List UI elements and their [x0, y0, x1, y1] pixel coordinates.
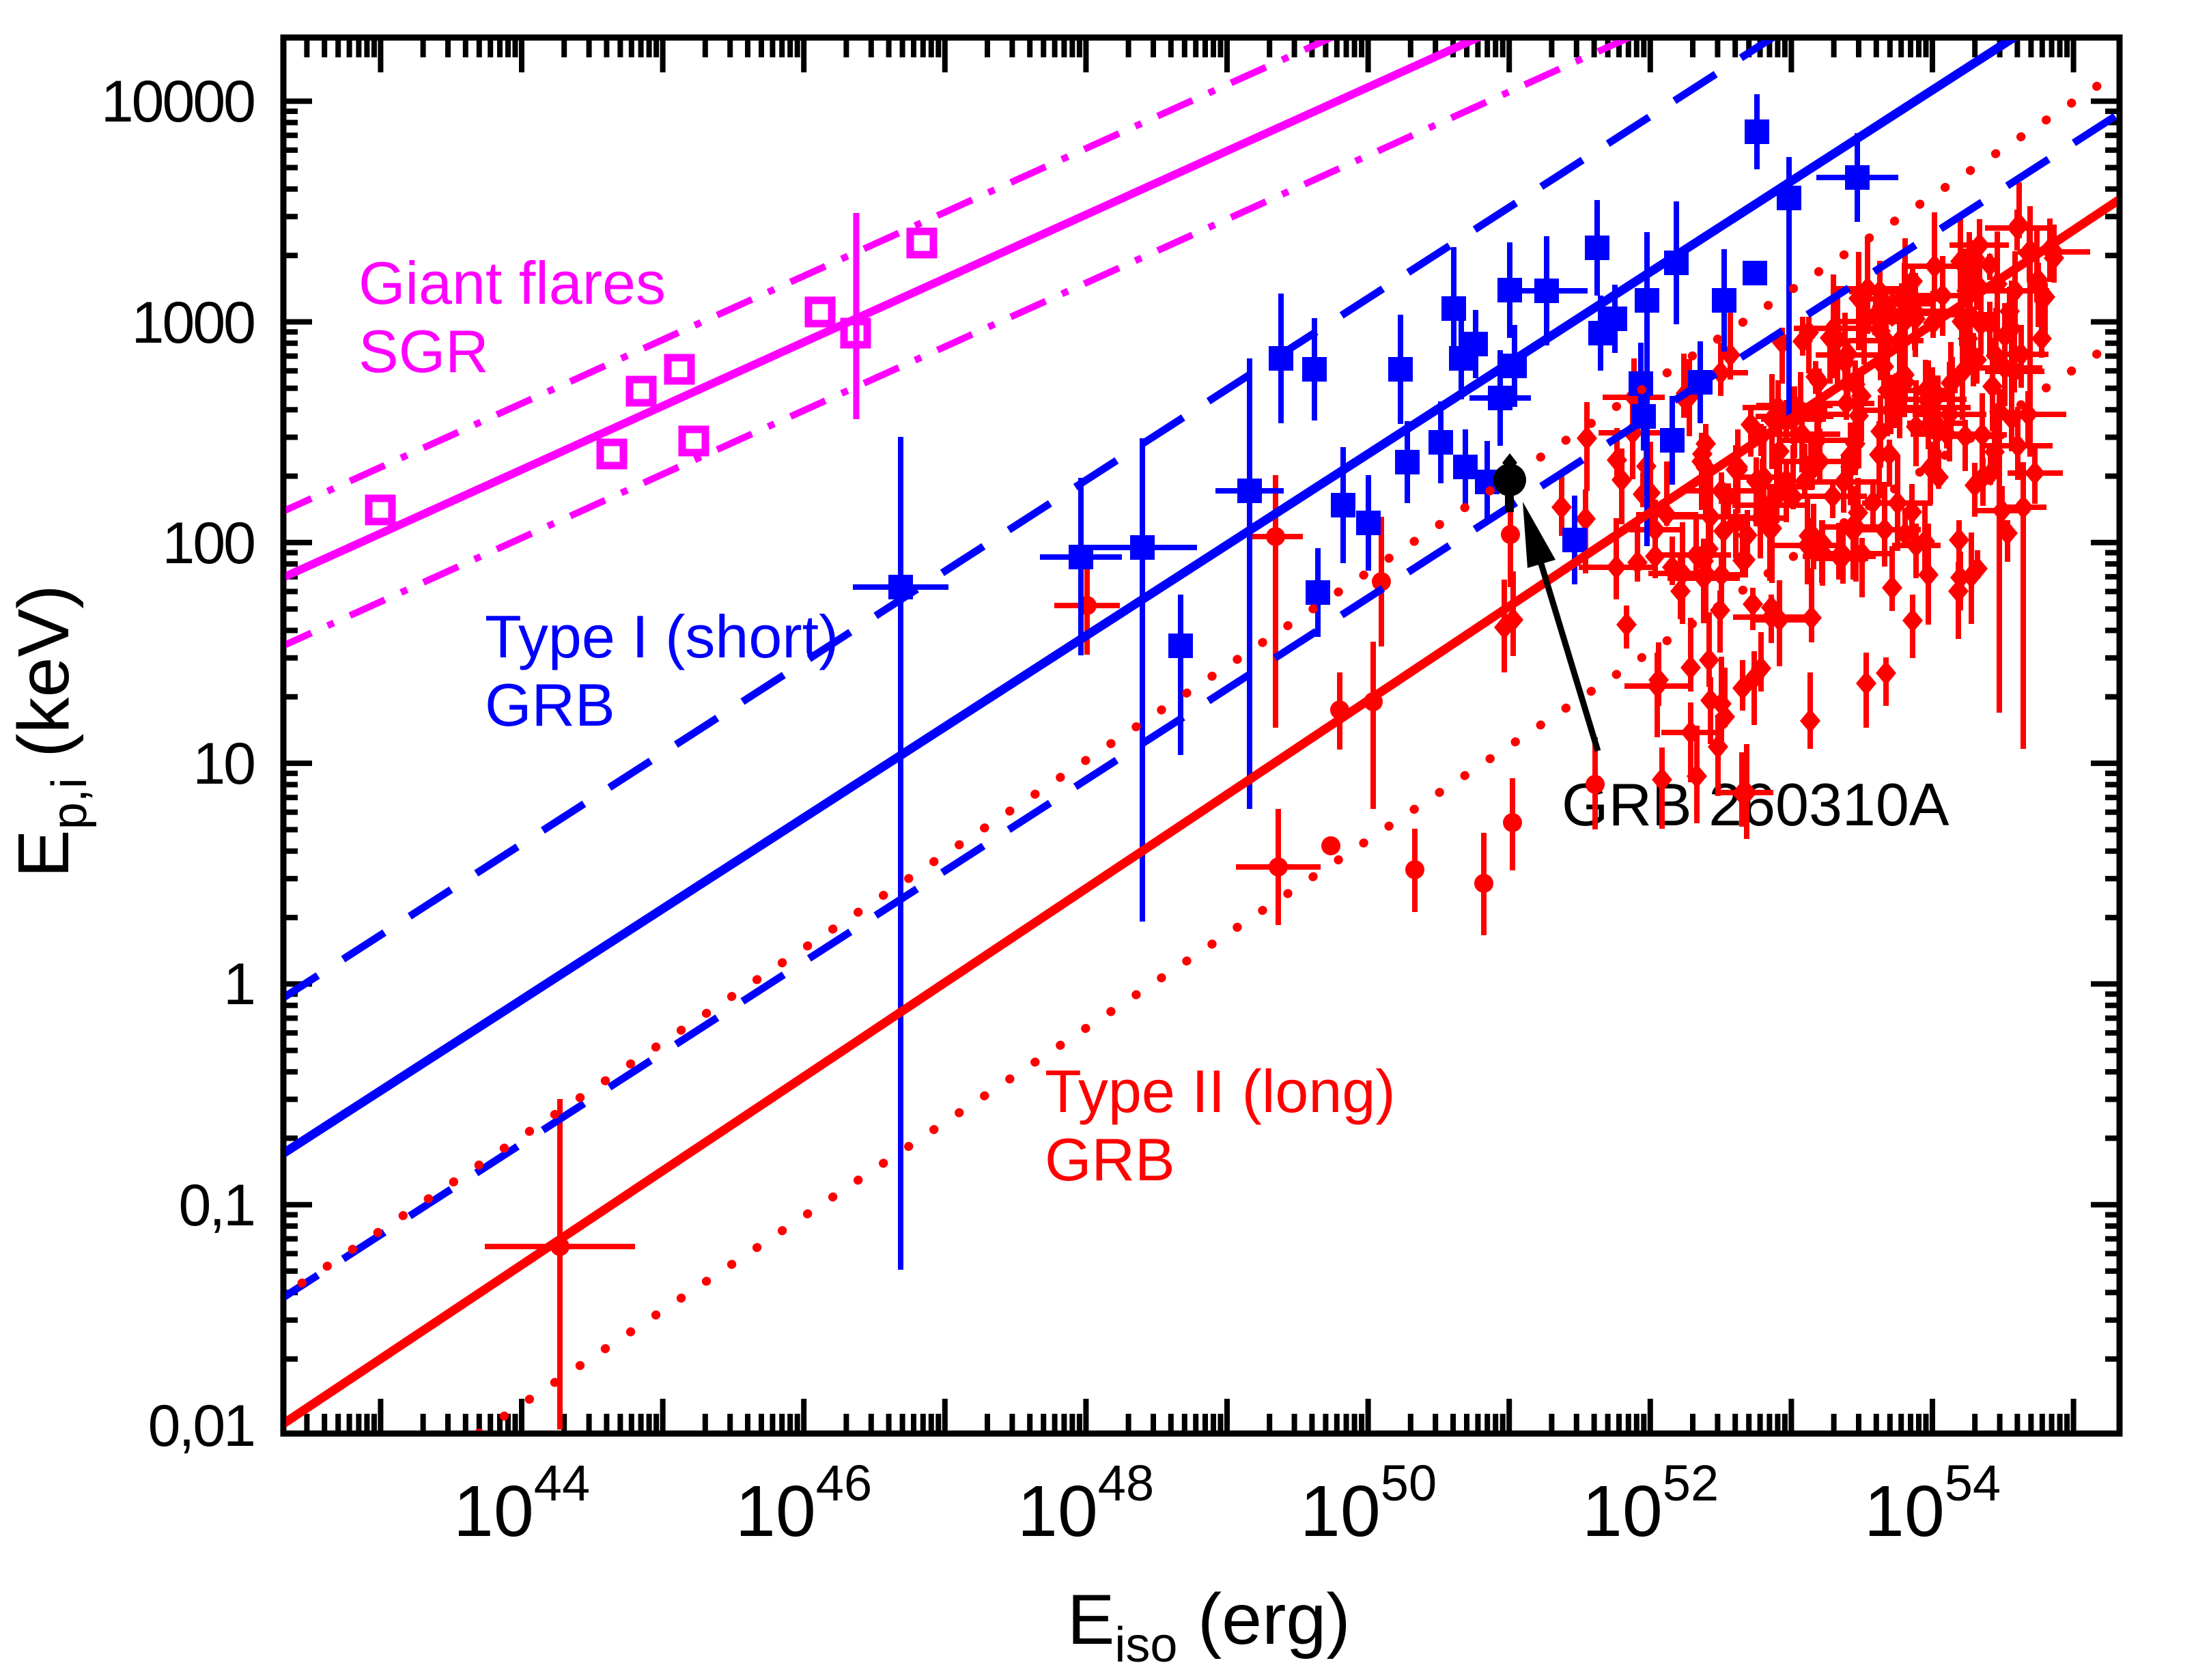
svg-text:GRB 260310A: GRB 260310A — [1562, 771, 1949, 838]
svg-text:Eiso (erg): Eiso (erg) — [1067, 1579, 1351, 1672]
svg-text:Type I (short): Type I (short) — [485, 603, 839, 670]
svg-text:100: 100 — [163, 511, 255, 576]
svg-text:0,1: 0,1 — [178, 1173, 254, 1238]
svg-text:0,01: 0,01 — [148, 1393, 254, 1459]
svg-text:GRB: GRB — [485, 671, 615, 739]
svg-text:1044: 1044 — [453, 1455, 590, 1552]
svg-text:GRB: GRB — [1045, 1126, 1175, 1193]
svg-text:Type II (long): Type II (long) — [1045, 1057, 1396, 1125]
svg-text:10000: 10000 — [101, 69, 254, 134]
svg-text:SGR: SGR — [358, 317, 489, 385]
svg-text:10: 10 — [193, 731, 254, 797]
svg-text:Ep,i (keV): Ep,i (keV) — [3, 585, 97, 878]
svg-text:1: 1 — [223, 952, 254, 1017]
svg-text:1048: 1048 — [1017, 1455, 1154, 1552]
svg-text:1000: 1000 — [132, 290, 254, 356]
svg-text:Giant flares: Giant flares — [358, 249, 666, 317]
